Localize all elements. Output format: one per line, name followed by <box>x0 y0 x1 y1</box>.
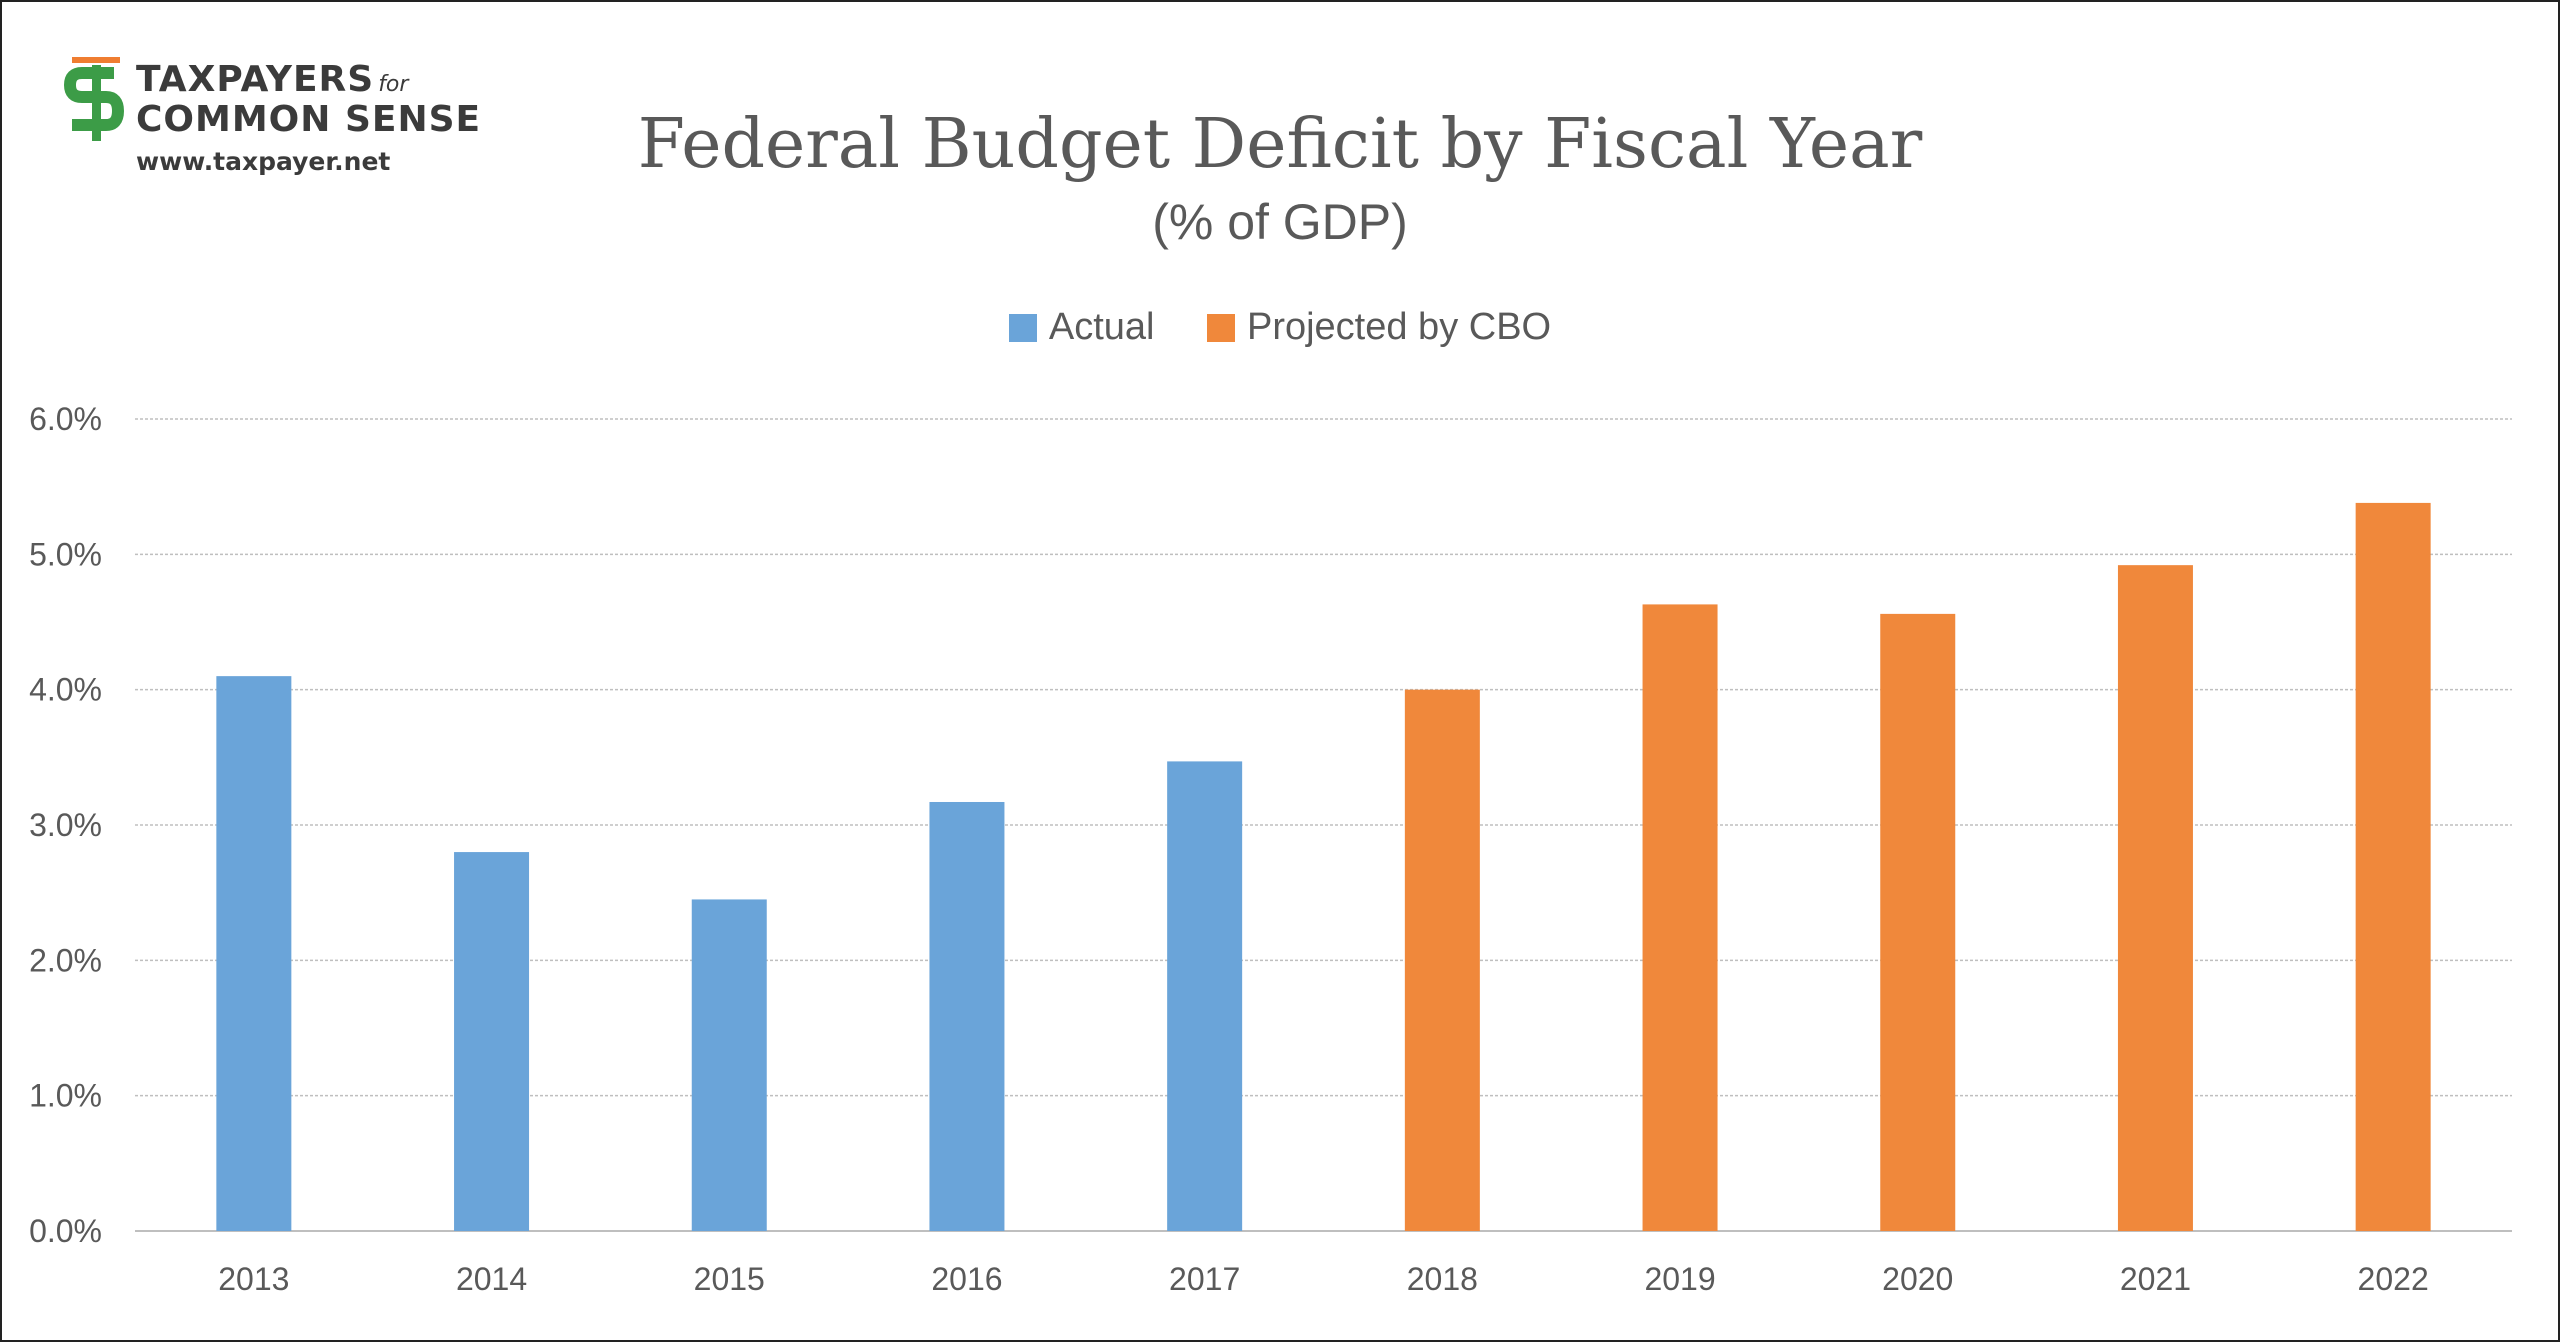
x-tick-label-2021: 2021 <box>2120 1261 2191 1297</box>
x-tick-label-2016: 2016 <box>931 1261 1002 1297</box>
chart-legend: Actual Projected by CBO <box>0 306 2560 349</box>
bar-2018 <box>1404 689 1480 1231</box>
taxpayers-logo-icon <box>63 57 125 141</box>
y-tick-label: 3.0% <box>29 807 102 843</box>
x-tick-label-2015: 2015 <box>694 1261 765 1297</box>
brand-url: www.taxpayer.net <box>136 147 391 176</box>
x-tick-label-2022: 2022 <box>2358 1261 2429 1297</box>
bar-2019 <box>1642 604 1718 1231</box>
chart-title: Federal Budget Deficit by Fiscal Year <box>637 105 1923 184</box>
legend-item-projected: Projected by CBO <box>1206 306 1552 349</box>
y-tick-label: 6.0% <box>29 401 102 437</box>
y-tick-label: 2.0% <box>29 942 102 978</box>
legend-label-actual: Actual <box>1048 306 1155 348</box>
brand-logo: TAXPAYERS for COMMON SENSE www.taxpayer.n… <box>62 55 482 185</box>
brand-name-line2: COMMON SENSE <box>136 99 482 140</box>
y-tick-label: 0.0% <box>29 1213 102 1249</box>
bar-2022 <box>2355 502 2431 1231</box>
bar-2014 <box>454 852 530 1231</box>
x-tick-label-2018: 2018 <box>1407 1261 1478 1297</box>
bar-2016 <box>929 801 1005 1231</box>
brand-name-for: for <box>378 72 409 97</box>
chart-subtitle: (% of GDP) <box>1152 194 1408 250</box>
bar-2017 <box>1167 761 1243 1231</box>
chart-bars <box>216 502 2431 1231</box>
brand-name-line1: TAXPAYERS for <box>136 59 409 100</box>
legend-swatch-actual <box>1008 314 1037 342</box>
legend-label-projected: Projected by CBO <box>1246 306 1552 348</box>
bar-2020 <box>1880 613 1956 1231</box>
y-tick-label: 5.0% <box>29 536 102 572</box>
x-tick-label-2013: 2013 <box>218 1261 289 1297</box>
bar-2013 <box>216 676 292 1231</box>
y-tick-label: 1.0% <box>29 1078 102 1114</box>
bar-2021 <box>2117 565 2193 1231</box>
x-tick-label-2014: 2014 <box>456 1261 527 1297</box>
chart-gridlines <box>135 418 2512 1232</box>
x-tick-label-2020: 2020 <box>1882 1261 1953 1297</box>
legend-swatch-projected <box>1206 314 1235 342</box>
y-tick-label: 4.0% <box>29 672 102 708</box>
y-axis-tick-labels: 0.0% 1.0% 2.0% 3.0% 4.0% 5.0% 6.0% <box>29 401 102 1249</box>
legend-item-actual: Actual <box>1008 306 1155 349</box>
x-axis-tick-labels: 2013 2014 2015 2016 2017 2018 2019 2020 2021 2022 <box>218 1261 2428 1297</box>
x-tick-label-2017: 2017 <box>1169 1261 1240 1297</box>
bar-2015 <box>691 899 767 1231</box>
x-tick-label-2019: 2019 <box>1644 1261 1715 1297</box>
